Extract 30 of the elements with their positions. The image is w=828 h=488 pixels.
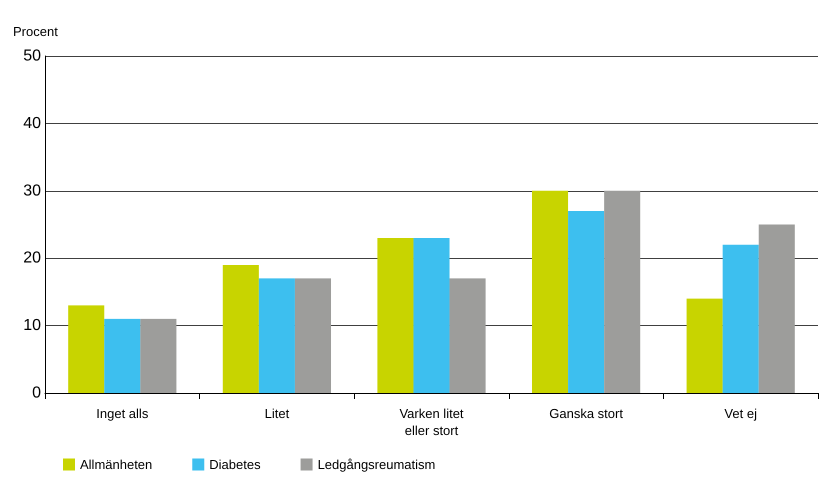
- bar: [722, 244, 759, 393]
- x-tick-label: Litet: [264, 406, 290, 421]
- bar: [377, 238, 414, 393]
- y-axis-title: Procent: [13, 24, 58, 39]
- y-tick-label: 30: [23, 182, 42, 200]
- bar: [568, 211, 604, 393]
- bar: [758, 224, 795, 393]
- y-tick-label: 20: [23, 250, 42, 267]
- y-tick-label: 0: [32, 384, 42, 402]
- legend-label: Ledgångsreumatism: [318, 457, 436, 472]
- bar: [140, 318, 176, 393]
- bar: [686, 298, 723, 393]
- y-tick-label: 40: [23, 114, 42, 132]
- bar: [450, 278, 486, 393]
- bar: [258, 278, 295, 393]
- bar: [413, 238, 450, 393]
- bar: [294, 278, 332, 393]
- x-tick-label: Varken litet eller stort: [399, 406, 464, 438]
- x-tick-label: Vet ej: [724, 406, 758, 421]
- bar: [532, 190, 568, 393]
- x-tick-label: Inget alls: [96, 406, 149, 421]
- y-tick-label: 10: [23, 317, 42, 334]
- legend-label: Allmänheten: [80, 457, 152, 472]
- bar: [604, 190, 640, 393]
- bar: [222, 264, 259, 393]
- bar: [68, 305, 104, 393]
- bar: [104, 318, 140, 393]
- x-tick-label: Ganska stort: [549, 406, 624, 421]
- legend-label: Diabetes: [209, 457, 262, 472]
- y-tick-label: 50: [23, 48, 42, 64]
